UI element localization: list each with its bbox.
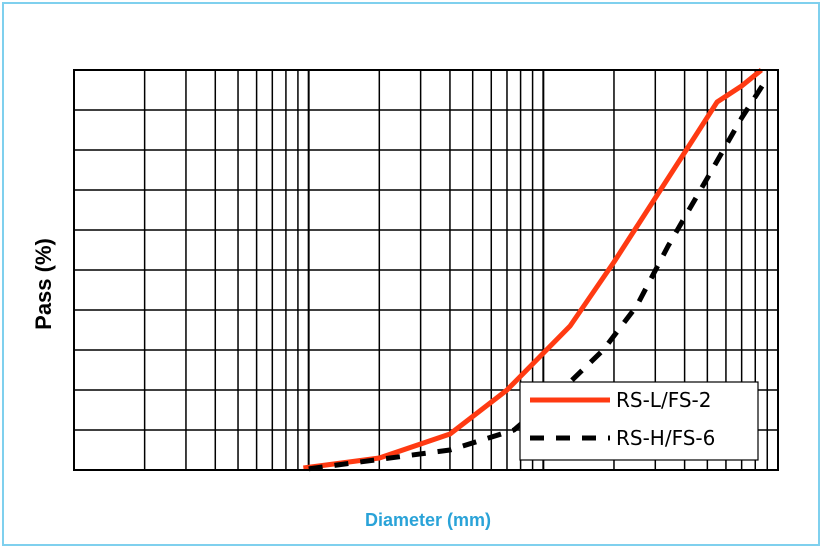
legend: RS-L/FS-2 RS-H/FS-6 <box>519 381 759 461</box>
series-line-rs-l-fs-2 <box>303 68 763 471</box>
grid-lines <box>74 70 778 470</box>
legend-label-rs-l: RS-L/FS-2 <box>616 388 711 412</box>
legend-label-rs-h: RS-H/FS-6 <box>616 426 715 450</box>
y-axis-label: Pass (%) <box>31 238 56 330</box>
series-lines <box>303 68 770 472</box>
x-axis-label: Diameter (mm) <box>364 510 492 530</box>
legend-box <box>519 381 759 461</box>
plot-border <box>73 69 779 471</box>
